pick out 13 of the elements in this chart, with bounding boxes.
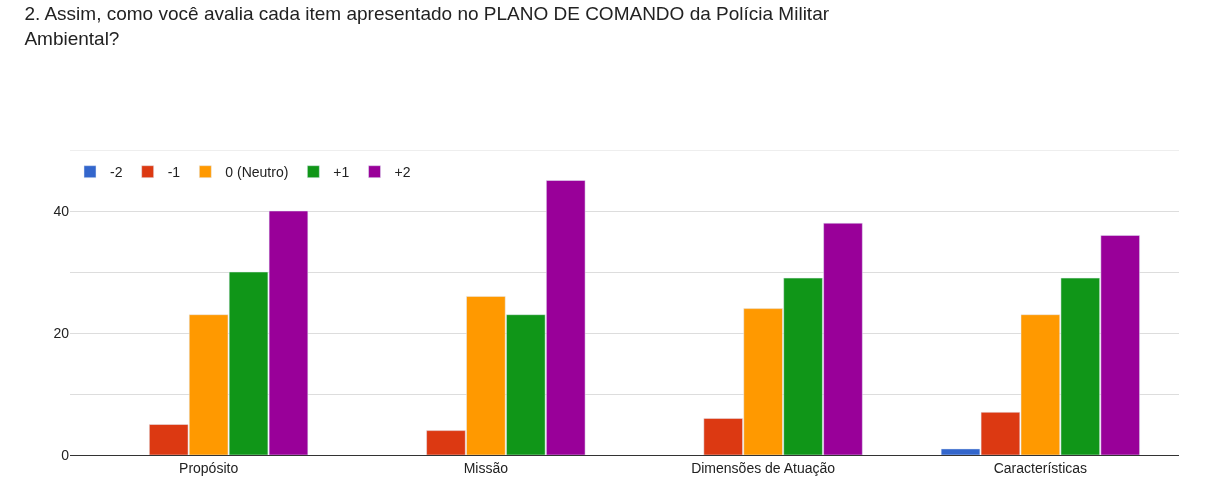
x-tick-label: Missão [463, 459, 509, 476]
x-tick-label: Dimensões de Atuação [691, 459, 836, 476]
legend-label: +1 [333, 164, 350, 181]
y-tick-label: 0 [61, 446, 70, 463]
legend-label: +2 [394, 164, 411, 181]
legend-label: -1 [167, 164, 181, 181]
chart-title: 2. Assim, como você avalia cada item apresentado no PLANO DE COMANDO da Polícia Militar Ambiental? [24, 2, 830, 49]
y-tick-label: 40 [53, 202, 70, 219]
legend-label: -2 [110, 164, 123, 181]
x-tick-label: Propósito [179, 459, 239, 476]
x-tick-label: Características [993, 459, 1088, 476]
legend-label: 0 (Neutro) [225, 164, 289, 181]
y-tick-label: 20 [53, 324, 70, 341]
